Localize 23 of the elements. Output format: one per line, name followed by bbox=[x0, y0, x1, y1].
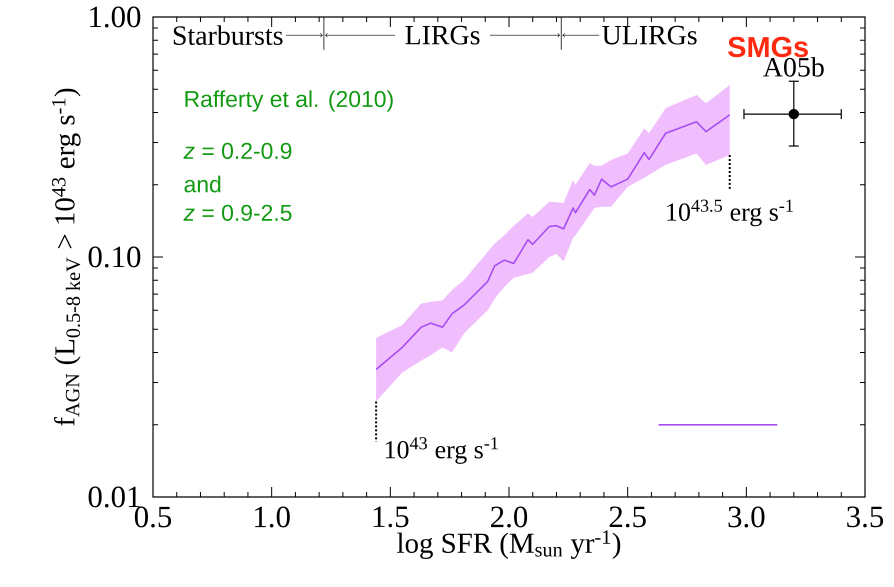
x-axis-title: log SFR (M$_{sun}$ yr$^{-1}$) bbox=[397, 530, 620, 559]
annotation: Starbursts bbox=[174, 25, 283, 45]
y-tick-label: 1.00 bbox=[90, 6, 140, 28]
annotation: 10$^{43.5}$ erg s$^{-1}$ bbox=[667, 200, 793, 226]
x-tick-label: 0.5 bbox=[134, 506, 172, 528]
annotation: SMGs bbox=[728, 36, 808, 58]
annotation: 10$^{43}$ erg s$^{-1}$ bbox=[386, 437, 498, 464]
y-tick-label: 0.01 bbox=[88, 486, 140, 508]
x-tick-label: 2.0 bbox=[491, 506, 528, 528]
annotation: and bbox=[184, 176, 220, 192]
annotation: ULIRGs bbox=[602, 26, 697, 45]
annotation: Rafferty et al. (2010) bbox=[185, 90, 393, 112]
x-tick-label: 1.5 bbox=[374, 506, 408, 528]
x-tick-label: 3.0 bbox=[728, 506, 764, 528]
annotation: z = 0.2-0.9 bbox=[183, 142, 292, 160]
x-tick-label: 2.5 bbox=[610, 506, 646, 528]
y-tick-label: 0.10 bbox=[88, 246, 140, 268]
annotation: z = 0.9-2.5 bbox=[183, 204, 292, 221]
annotation: A05b bbox=[763, 57, 824, 77]
text: f$_{AGN}$ (L$_{0.5-8 keV}$ > 10$^{43}$ erg s$^{-1}$) bbox=[52, 88, 81, 426]
x-tick-label: 1.0 bbox=[255, 506, 290, 528]
annotation: LIRGs bbox=[405, 26, 480, 45]
x-tick-label: 3.5 bbox=[847, 506, 884, 528]
